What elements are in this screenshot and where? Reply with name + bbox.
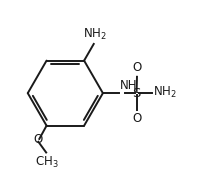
Text: NH$_2$: NH$_2$ (153, 85, 177, 100)
Text: NH$_2$: NH$_2$ (83, 27, 107, 42)
Text: S: S (132, 87, 141, 100)
Text: NH: NH (120, 79, 138, 92)
Text: CH$_3$: CH$_3$ (35, 155, 58, 170)
Text: O: O (34, 133, 43, 146)
Text: O: O (132, 61, 142, 74)
Text: O: O (132, 112, 141, 125)
